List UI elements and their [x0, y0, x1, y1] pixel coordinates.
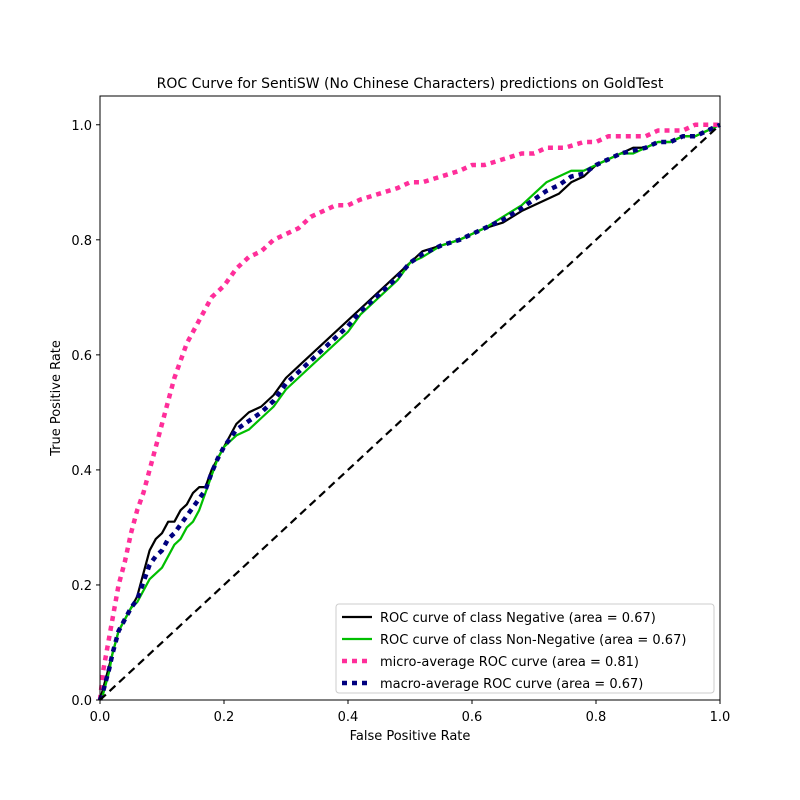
x-tick-label: 0.2 — [214, 710, 235, 725]
y-axis-label: True Positive Rate — [49, 340, 64, 457]
plot-background — [100, 96, 720, 700]
legend: ROC curve of class Negative (area = 0.67… — [335, 603, 715, 694]
series-line-2 — [99, 123, 721, 701]
legend-entry-label: ROC curve of class Non-Negative (area = … — [380, 633, 686, 648]
y-tick-label: 0.0 — [71, 694, 92, 709]
legend-items: ROC curve of class Negative (area = 0.67… — [342, 611, 686, 692]
y-tick-label: 0.6 — [71, 349, 92, 364]
y-tick-label: 0.4 — [71, 464, 92, 479]
series-layer — [97, 122, 721, 701]
plot-area — [97, 95, 721, 701]
y-tick-label: 0.8 — [71, 234, 92, 249]
y-tick-label: 0.2 — [71, 579, 92, 594]
chance-diagonal-line — [99, 123, 721, 701]
legend-entry-label: ROC curve of class Negative (area = 0.67… — [380, 611, 656, 626]
legend-box — [335, 603, 715, 694]
legend-entry-label: micro-average ROC curve (area = 0.81) — [380, 655, 639, 670]
y-tick-label: 1.0 — [71, 119, 92, 134]
series-line-3 — [97, 122, 720, 701]
x-tick-label: 0.4 — [338, 710, 359, 725]
x-tick-label: 0.0 — [90, 710, 111, 725]
chart-title: ROC Curve for SentiSW (No Chinese Charac… — [157, 76, 664, 92]
legend-entry-label: macro-average ROC curve (area = 0.67) — [380, 677, 643, 692]
x-axis-label: False Positive Rate — [350, 729, 471, 744]
x-tick-label: 0.8 — [586, 710, 607, 725]
x-axis-ticks: 0.0 0.2 0.4 0.6 0.8 1.0 — [90, 700, 731, 725]
x-tick-label: 1.0 — [710, 710, 731, 725]
x-tick-label: 0.6 — [462, 710, 483, 725]
plot-frame — [99, 95, 721, 701]
y-axis-ticks: 0.0 0.2 0.4 0.6 0.8 1.0 — [71, 119, 100, 709]
